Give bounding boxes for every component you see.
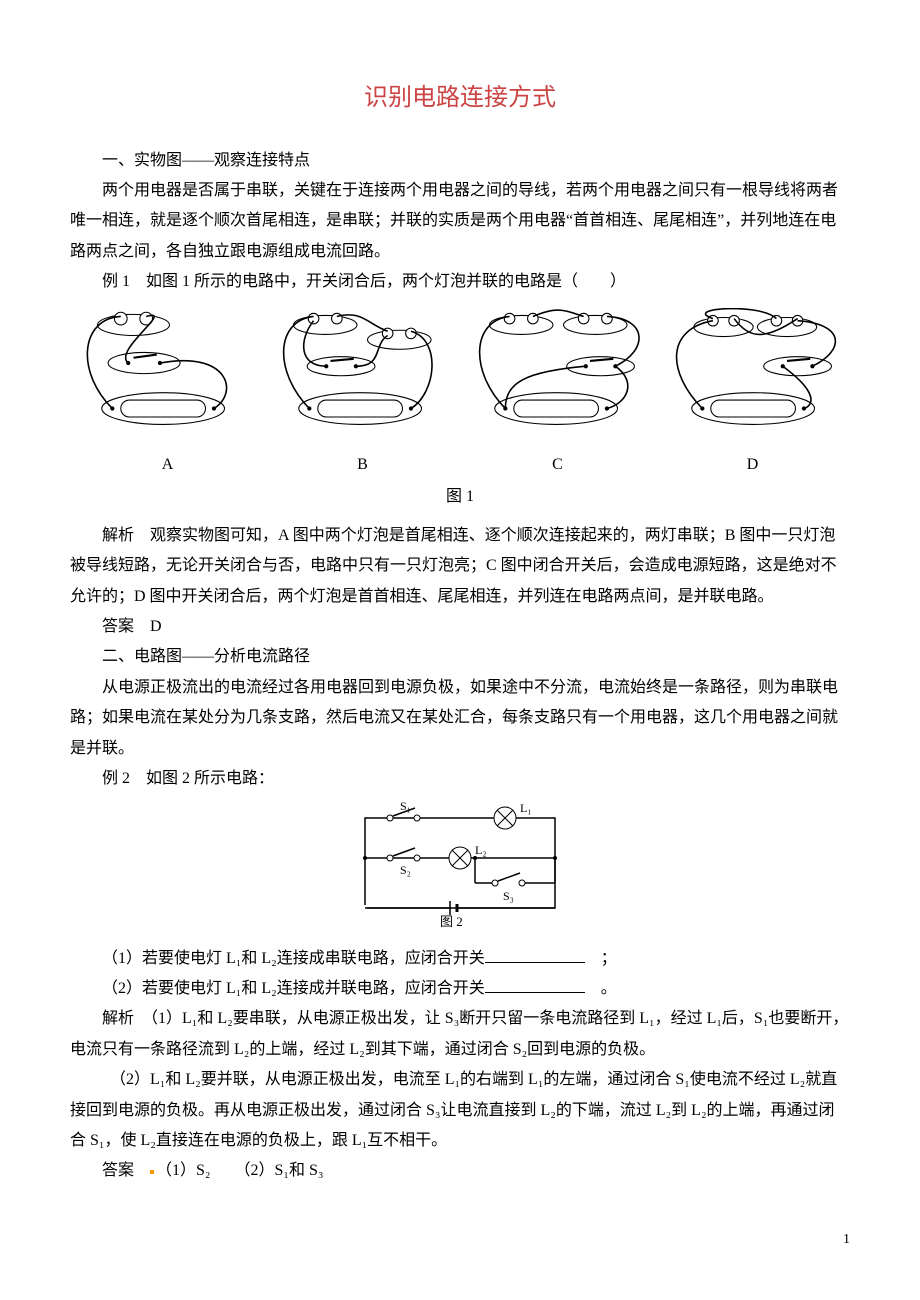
figure1-d xyxy=(660,308,851,446)
analysis1-text: （1）L₁和 L₂要串联，从电源正极出发，让 S₃断开只留一条电流路径到 L₁，… xyxy=(70,1010,848,1057)
example2-analysis1: 解析 （1）L₁和 L₂要串联，从电源正极出发，让 S₃断开只留一条电流路径到 … xyxy=(70,1004,850,1065)
example2-q1: （1）若要使电灯 L₁和 L₂连接成串联电路，应闭合开关 ； xyxy=(70,944,850,974)
section1-body: 两个用电器是否属于串联，关键在于连接两个用电器之间的导线，若两个用电器之间只有一… xyxy=(70,176,850,267)
answer-label: 答案 xyxy=(102,618,134,635)
option-b: B xyxy=(265,450,460,480)
section2-body: 从电源正极流出的电流经过各用电器回到电源负极，如果途中不分流，电流始终是一条路径… xyxy=(70,673,850,764)
circuit-physical-d xyxy=(660,308,851,435)
figure1-b xyxy=(267,308,458,446)
figure1-option-labels: A B C D xyxy=(70,450,850,480)
analysis-text: 观察实物图可知，A 图中两个灯泡是首尾相连、逐个顺次连接起来的，两灯串联；B 图… xyxy=(70,527,837,605)
label-s3: S₃ xyxy=(503,889,514,903)
example2-analysis2: （2）L₁和 L₂要并联，从电源正极出发，电流至 L₁的右端到 L₁的左端，通过… xyxy=(70,1065,850,1156)
circuit-physical-b xyxy=(267,308,458,435)
label-l2: L₂ xyxy=(475,843,487,857)
analysis-label-2: 解析 xyxy=(102,1010,134,1027)
example1-answer: 答案 D xyxy=(70,612,850,642)
blank-2 xyxy=(485,976,585,993)
figure2: S₁ L₁ S₂ L₂ S₃ 图 2 xyxy=(70,798,850,939)
option-d: D xyxy=(655,450,850,480)
circuit-diagram-2: S₁ L₁ S₂ L₂ S₃ 图 2 xyxy=(345,798,575,928)
answer-value: D xyxy=(150,618,162,635)
example1-analysis: 解析 观察实物图可知，A 图中两个灯泡是首尾相连、逐个顺次连接起来的，两灯串联；… xyxy=(70,521,850,612)
q2-tail: 。 xyxy=(585,980,617,997)
figure1-row xyxy=(70,308,850,446)
example2-label: 例 2 如图 2 所示电路： xyxy=(70,764,850,794)
example2-answer: 答案 （1）S₂ （2）S₁和 S₃ xyxy=(70,1156,850,1186)
label-s2: S₂ xyxy=(400,863,411,877)
q2-text: （2）若要使电灯 L₁和 L₂连接成并联电路，应闭合开关 xyxy=(102,980,485,997)
analysis-label: 解析 xyxy=(102,527,134,544)
page-number: 1 xyxy=(70,1227,850,1254)
answer-value-2: （1）S₂ （2）S₁和 S₃ xyxy=(156,1162,323,1179)
q1-text: （1）若要使电灯 L₁和 L₂连接成串联电路，应闭合开关 xyxy=(102,950,485,967)
example1-label: 例 1 如图 1 所示的电路中，开关闭合后，两个灯泡并联的电路是（ ） xyxy=(70,267,850,297)
option-a: A xyxy=(70,450,265,480)
accent-dot-icon xyxy=(150,1170,154,1174)
figure2-caption: 图 2 xyxy=(440,914,463,928)
label-s1: S₁ xyxy=(400,799,411,813)
answer-label-2: 答案 xyxy=(102,1162,134,1179)
circuit-physical-a xyxy=(70,308,261,435)
blank-1 xyxy=(485,946,585,963)
option-c: C xyxy=(460,450,655,480)
q1-tail: ； xyxy=(585,950,617,967)
page-title: 识别电路连接方式 xyxy=(70,76,850,122)
label-l1: L₁ xyxy=(520,801,532,815)
section1-heading: 一、实物图——观察连接特点 xyxy=(70,146,850,176)
figure1-c xyxy=(463,308,654,446)
figure1-caption: 图 1 xyxy=(70,482,850,512)
example2-q2: （2）若要使电灯 L₁和 L₂连接成并联电路，应闭合开关 。 xyxy=(70,974,850,1004)
circuit-physical-c xyxy=(463,308,654,435)
section2-heading: 二、电路图——分析电流路径 xyxy=(70,642,850,672)
figure1-a xyxy=(70,308,261,446)
